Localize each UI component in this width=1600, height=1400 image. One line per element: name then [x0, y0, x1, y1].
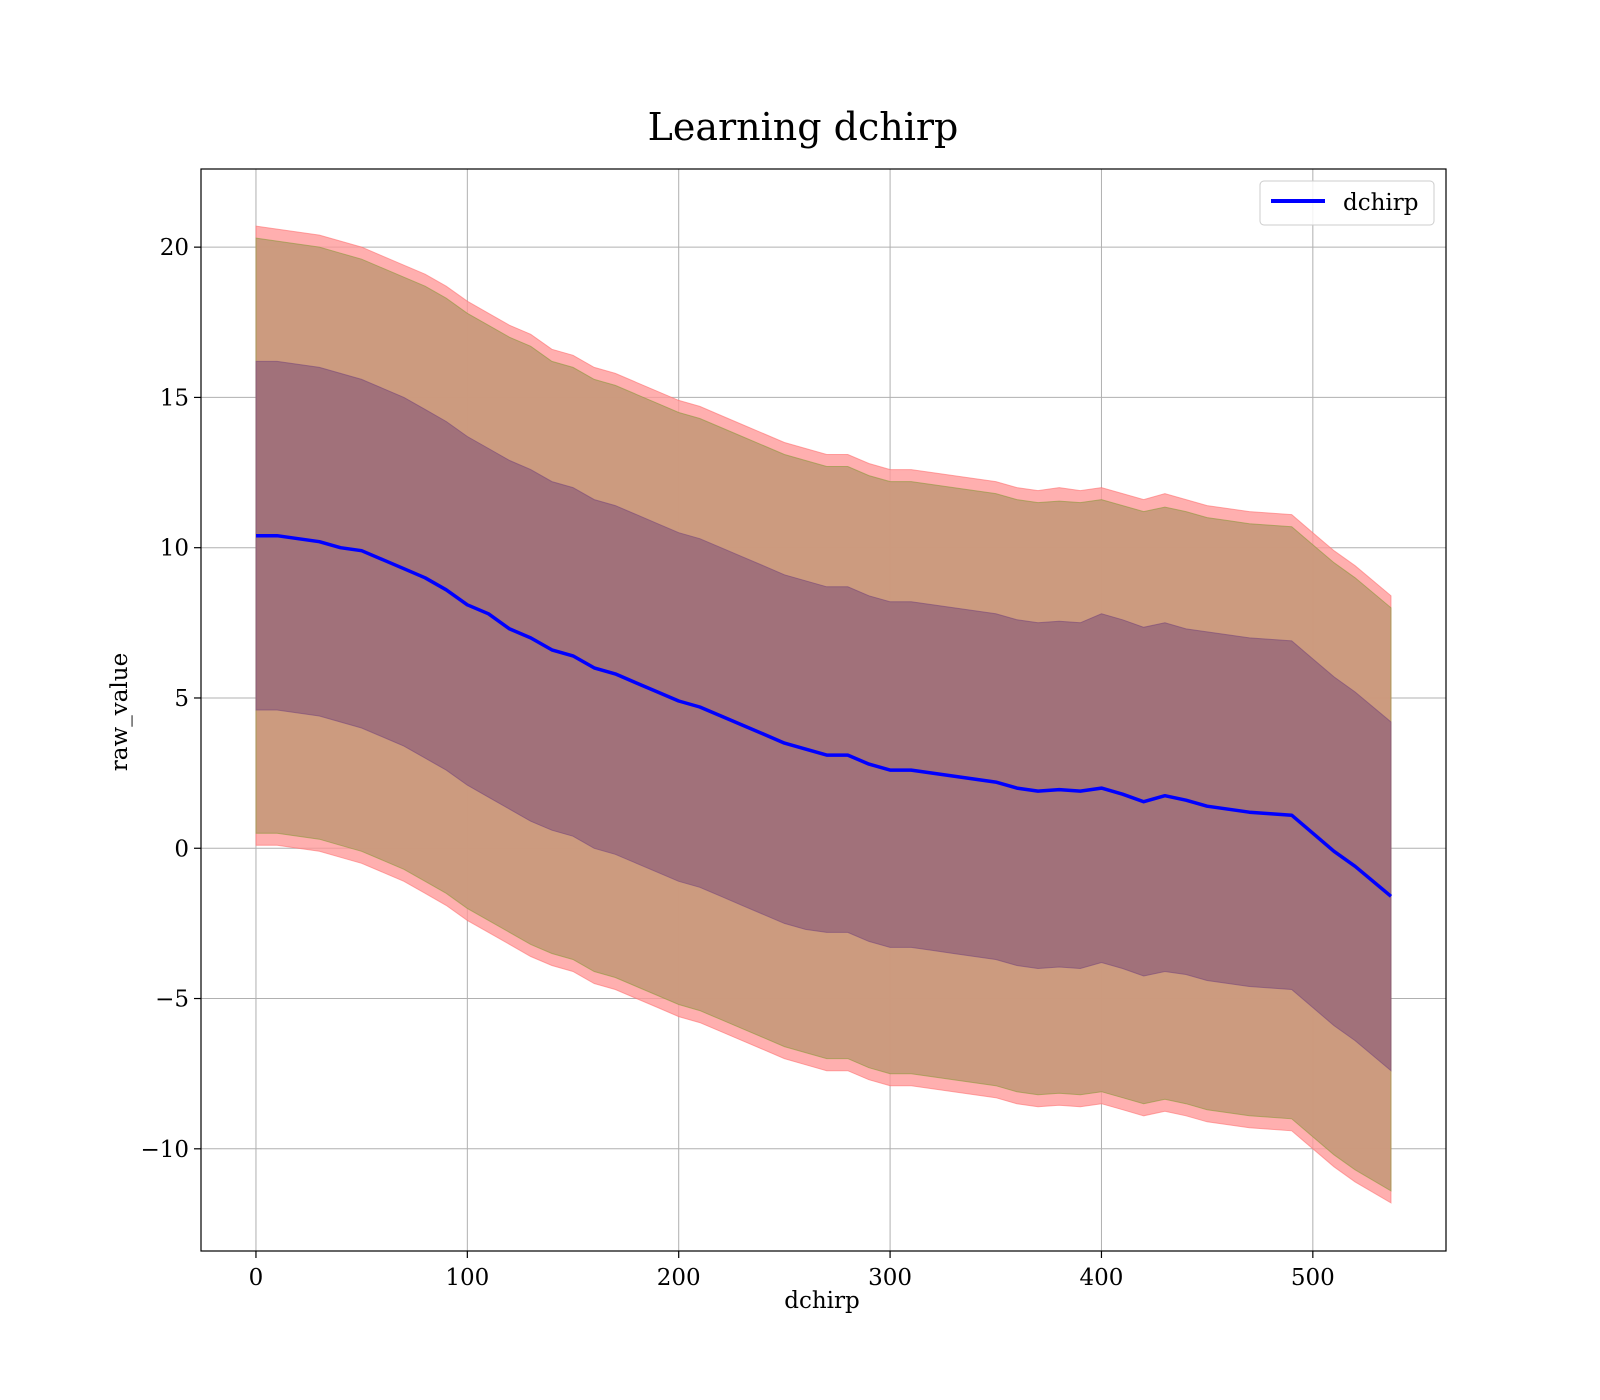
- x-axis-label: dchirp: [784, 1288, 860, 1314]
- x-tick-label: 200: [657, 1265, 701, 1291]
- axis-ticks: 0 100 200 300 400 500 −10 −5 0 5 10 15 20: [140, 235, 1334, 1291]
- plot-frame: [200, 168, 1447, 1252]
- legend: dchirp: [1259, 180, 1435, 226]
- x-tick-label: 100: [445, 1265, 489, 1291]
- y-tick-label: 5: [174, 686, 189, 712]
- y-tick-label: 20: [160, 235, 189, 261]
- y-axis-label: raw_value: [107, 653, 133, 771]
- x-tick-label: 0: [249, 1265, 264, 1291]
- x-tick-label: 300: [868, 1265, 912, 1291]
- series-line-dchirp: [256, 533, 1393, 898]
- y-tick-label: −10: [140, 1137, 189, 1163]
- series-lines: [256, 533, 1393, 898]
- legend-label-dchirp: dchirp: [1343, 190, 1419, 216]
- y-tick-label: −5: [155, 987, 189, 1013]
- inner-band: [255, 360, 1392, 1072]
- y-tick-label: 15: [160, 385, 189, 411]
- x-tick-label: 500: [1291, 1265, 1335, 1291]
- chart-title: Learning dchirp: [648, 105, 959, 149]
- x-tick-label: 400: [1080, 1265, 1124, 1291]
- y-tick-label: 0: [174, 836, 189, 862]
- confidence-bands: [255, 225, 1392, 1204]
- legend-box: [1259, 180, 1435, 226]
- y-tick-label: 10: [160, 536, 189, 562]
